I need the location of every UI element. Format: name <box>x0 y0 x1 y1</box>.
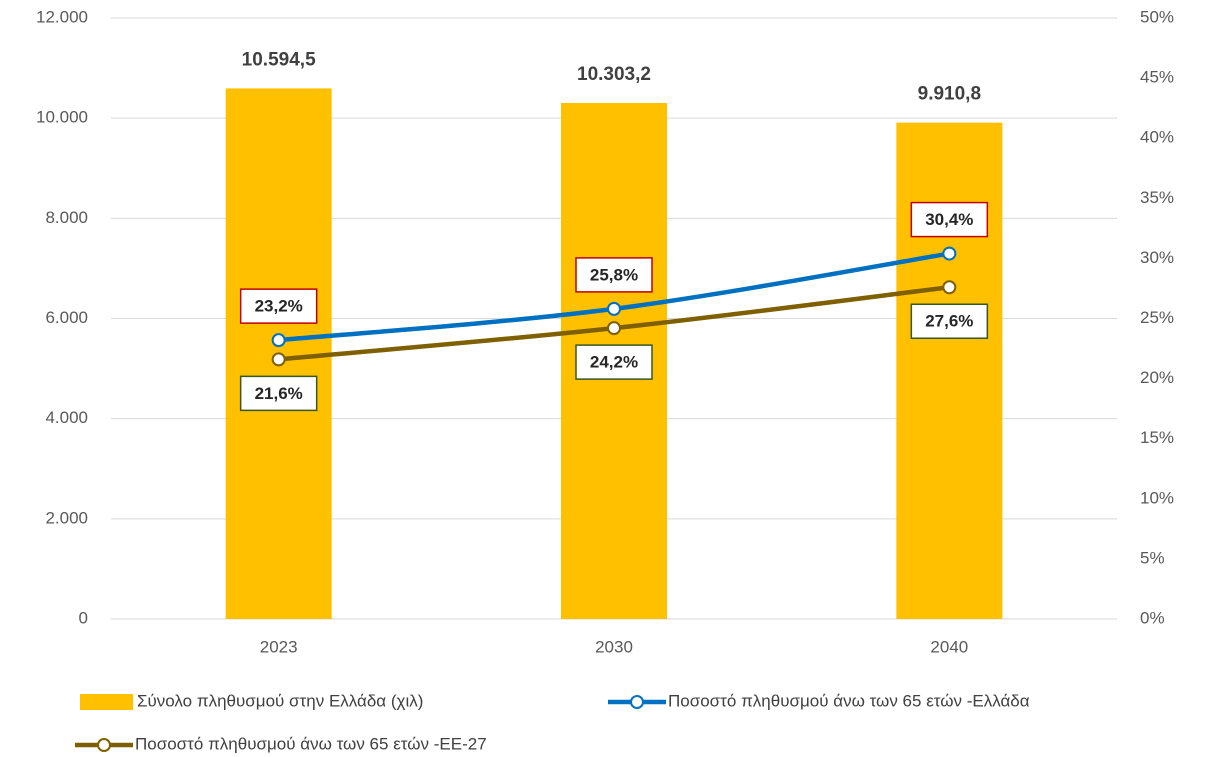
line-marker <box>607 321 621 336</box>
y2-tick-label: 10% <box>1140 488 1174 507</box>
label-box <box>575 344 653 380</box>
line-value-label: 27,6% <box>925 312 973 331</box>
line-value-label: 24,2% <box>590 353 638 372</box>
bar-value-label: 10.303,2 <box>577 64 651 85</box>
y-tick-label: 8.000 <box>45 208 88 227</box>
legend-marker <box>630 695 644 709</box>
bar-value-label: 10.594,5 <box>242 49 316 70</box>
legend-label: Ποσοστό πληθυσμού άνω των 65 ετών -Ελλάδ… <box>668 691 1030 710</box>
y-tick-label: 12.000 <box>36 7 88 26</box>
label-box <box>910 303 989 339</box>
y-tick-label: 4.000 <box>45 408 88 427</box>
legend-label: Σύνολο πληθυσμού στην Ελλάδα (χιλ) <box>137 691 423 710</box>
line-value-label: 23,2% <box>255 297 303 316</box>
y-tick-label: 0 <box>79 608 88 627</box>
y2-tick-label: 20% <box>1140 368 1174 387</box>
y2-tick-label: 50% <box>1140 7 1174 26</box>
y-tick-label: 10.000 <box>36 108 88 127</box>
line-marker <box>271 333 286 348</box>
line-marker <box>271 352 286 367</box>
bar <box>896 122 1003 620</box>
line-marker <box>942 246 957 261</box>
x-tick-label: 2040 <box>930 637 968 656</box>
y-tick-label: 2.000 <box>45 508 88 527</box>
label-box <box>575 257 653 293</box>
y2-tick-label: 40% <box>1140 128 1174 147</box>
line-value-label: 21,6% <box>255 384 303 403</box>
legend-swatch <box>80 694 133 710</box>
bar-value-label: 9.910,8 <box>918 84 981 105</box>
line-value-label: 25,8% <box>590 265 638 284</box>
y2-tick-label: 0% <box>1140 608 1165 627</box>
legend-marker <box>97 738 111 752</box>
line-marker <box>607 301 621 316</box>
y2-tick-label: 30% <box>1140 248 1174 267</box>
label-box <box>239 288 318 324</box>
y2-tick-label: 25% <box>1140 308 1174 327</box>
y2-tick-label: 15% <box>1140 428 1174 447</box>
legend-label: Ποσοστό πληθυσμού άνω των 65 ετών -ΕΕ-27 <box>135 734 487 753</box>
x-tick-label: 2030 <box>595 637 633 656</box>
y2-tick-label: 45% <box>1140 68 1174 87</box>
y2-tick-label: 5% <box>1140 548 1165 567</box>
x-tick-label: 2023 <box>260 637 298 656</box>
y-tick-label: 6.000 <box>45 308 88 327</box>
line-marker <box>942 280 957 295</box>
y2-tick-label: 35% <box>1140 188 1174 207</box>
line-value-label: 30,4% <box>925 210 973 229</box>
label-box <box>910 201 989 238</box>
label-box <box>239 375 318 412</box>
